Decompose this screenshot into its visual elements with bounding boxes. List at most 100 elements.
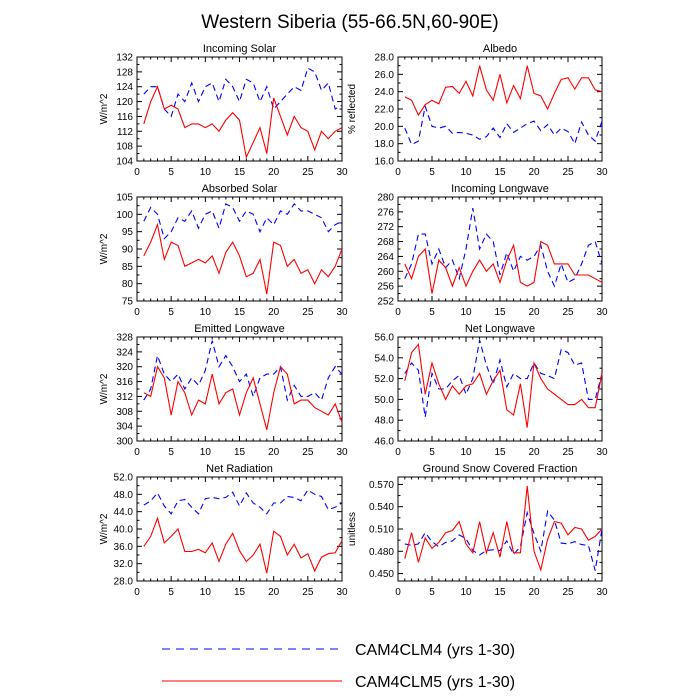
plot-frame [136,336,343,442]
x-tick-label: 15 [494,587,506,598]
x-tick-label: 30 [596,447,608,458]
panel-title: Ground Snow Covered Fraction [423,463,578,475]
y-tick-label: 28.0 [114,577,134,588]
panel-1: Incoming Solar 0 5 10 15 20 25 30 104 108 112 116 12… [99,43,348,178]
x-tick-label: 5 [168,167,174,178]
x-tick-label: 30 [336,307,348,318]
x-tick-label: 0 [395,167,401,178]
plot-frame [136,56,343,162]
plot-frame [397,196,603,302]
x-tick-label: 0 [395,587,401,598]
x-tick-label: 20 [268,447,280,458]
y-axis-label: W/m^2 [99,233,110,264]
x-tick-label: 20 [528,587,540,598]
x-tick-label: 25 [302,447,314,458]
y-tick-label: 308 [116,407,133,418]
panel-5: Emitted Longwave 0 5 10 15 20 25 30 300 304 308 312… [99,323,348,458]
x-tick-label: 25 [302,587,314,598]
y-tick-label: 300 [116,437,133,448]
y-tick-label: 252 [377,297,394,308]
y-axis-label: W/m^2 [99,93,110,124]
x-tick-label: 10 [200,587,212,598]
x-tick-label: 30 [596,167,608,178]
plot-frame [397,476,603,582]
x-tick-label: 15 [494,167,506,178]
series-line-clm4 [404,208,603,288]
x-tick-label: 5 [168,587,174,598]
y-tick-label: 304 [116,422,133,433]
x-tick-label: 15 [494,447,506,458]
x-tick-label: 30 [596,307,608,318]
y-tick-label: 95 [122,227,134,238]
x-tick-label: 15 [234,307,246,318]
plot-frame [397,56,603,162]
y-tick-label: 90 [122,245,134,256]
y-axis-label: W/m^2 [99,513,110,544]
y-tick-label: 0.570 [369,480,394,491]
series-line-clm5 [143,516,343,574]
y-tick-label: 320 [116,362,133,373]
panel-title: Net Longwave [465,323,535,335]
y-tick-label: 276 [377,207,394,218]
y-axis-label: % reflected [347,84,358,134]
panel-3: Absorbed Solar 0 5 10 15 20 25 30 75 80 85 90 95 100 1… [99,183,348,318]
series-line-clm4 [143,489,343,515]
y-tick-label: 264 [377,252,394,263]
y-tick-label: 52.0 [114,473,134,484]
x-tick-label: 20 [268,167,280,178]
x-tick-label: 30 [336,587,348,598]
y-tick-label: 112 [117,127,133,138]
x-tick-label: 10 [460,587,472,598]
y-tick-label: 105 [116,193,133,204]
series-line-clm4 [143,67,343,118]
y-tick-label: 328 [116,333,133,344]
x-tick-label: 5 [168,447,174,458]
x-tick-label: 25 [562,167,574,178]
x-tick-label: 10 [200,167,212,178]
y-tick-label: 260 [377,267,394,278]
x-tick-label: 0 [134,447,140,458]
panel-title: Incoming Longwave [451,183,549,195]
y-tick-label: 324 [116,347,133,358]
y-tick-label: 0.540 [369,502,394,513]
x-tick-label: 20 [268,307,280,318]
y-tick-label: 104 [116,157,133,168]
x-tick-label: 0 [395,307,401,318]
series-line-clm4 [404,509,603,571]
x-tick-label: 25 [562,307,574,318]
legend-label-clm5: CAM4CLM5 (yrs 1-30) [355,674,515,691]
y-tick-label: 50.0 [375,395,395,406]
y-tick-label: 16.0 [375,157,395,168]
legend: CAM4CLM4 (yrs 1-30) CAM4CLM5 (yrs 1-30) [162,642,515,691]
y-tick-label: 0.510 [369,525,394,536]
x-tick-label: 15 [234,447,246,458]
y-tick-label: 116 [117,112,133,123]
y-tick-label: 28.0 [375,53,395,64]
y-tick-label: 120 [116,97,133,108]
panel-title: Albedo [483,43,517,55]
y-tick-label: 18.0 [375,139,395,150]
panel-title: Incoming Solar [203,43,277,55]
y-tick-label: 124 [116,82,133,93]
x-tick-label: 25 [562,447,574,458]
series-line-clm4 [404,104,603,146]
y-tick-label: 268 [377,237,394,248]
panel-2: Albedo 0 5 10 15 20 25 30 16.0 18.0 20.0 22.0 24.0 26… [347,43,608,178]
panel-title: Absorbed Solar [202,183,278,195]
plot-frame [397,336,603,442]
y-tick-label: 256 [377,282,394,293]
y-tick-label: 56.0 [375,333,395,344]
x-tick-label: 5 [429,447,435,458]
x-tick-label: 20 [528,447,540,458]
figure-title: Western Siberia (55-66.5N,60-90E) [201,12,498,33]
y-axis-label: unitless [347,512,358,546]
y-tick-label: 26.0 [375,70,395,81]
y-tick-label: 132 [116,53,133,64]
y-tick-label: 75 [122,297,134,308]
y-tick-label: 312 [116,392,133,403]
series-line-clm4 [143,203,343,240]
y-tick-label: 0.450 [369,569,394,580]
y-tick-label: 128 [116,67,133,78]
panel-7: Net Radiation 0 5 10 15 20 25 30 28.0 32.0 36.0 40.… [99,463,348,598]
y-tick-label: 32.0 [114,559,134,570]
